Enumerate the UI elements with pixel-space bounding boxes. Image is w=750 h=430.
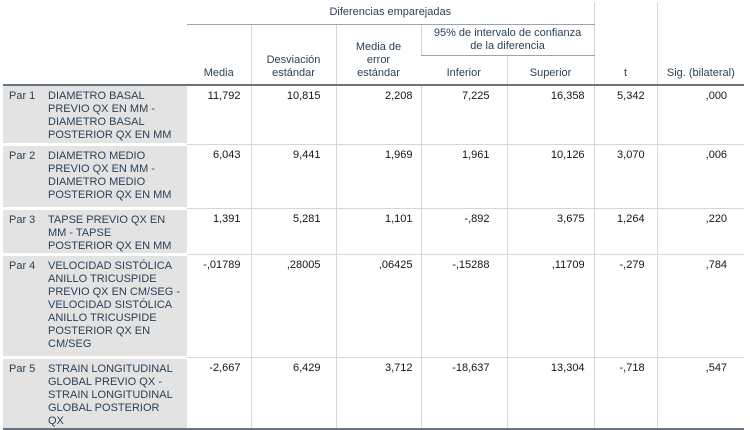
value-sig: ,784 — [656, 254, 745, 358]
value-t: -,279 — [593, 254, 658, 358]
pair-description: STRAIN LONGITUDINAL GLOBAL PREVIO QX - S… — [40, 357, 187, 430]
value-desviacion: 9,441 — [250, 144, 336, 209]
col-header-media: Media — [187, 24, 251, 86]
value-superior: 10,126 — [506, 144, 595, 209]
table-row-par-1: Par 1 DIAMETRO BASAL PREVIO QX EN MM - D… — [3, 85, 745, 146]
value-t: 5,342 — [593, 85, 658, 145]
group-header-diferencias-emparejadas: Diferencias emparejadas — [187, 2, 595, 25]
pair-description: TAPSE PREVIO QX EN MM - TAPSE POSTERIOR … — [40, 208, 187, 256]
col-header-t: t — [593, 24, 658, 86]
value-t: 1,264 — [593, 208, 658, 255]
sig-column-header-spacer — [656, 2, 745, 24]
value-superior: 3,675 — [506, 208, 595, 255]
value-sig: ,000 — [656, 85, 745, 145]
value-error-estandar: 1,101 — [335, 208, 421, 255]
pair-description: VELOCIDAD SISTÓLICA ANILLO TRICUSPIDE PR… — [40, 254, 187, 359]
value-desviacion: 5,281 — [250, 208, 336, 255]
pair-label: Par 2 — [3, 144, 40, 210]
header-row-ci-bounds: Inferior Superior — [3, 55, 744, 86]
value-inferior: -,892 — [420, 208, 507, 255]
pair-label: Par 5 — [3, 357, 40, 430]
header-row-group: Diferencias emparejadas — [3, 2, 745, 86]
pair-label: Par 4 — [3, 254, 40, 359]
value-inferior: 7,225 — [420, 85, 507, 145]
ci-group-header: 95% de intervalo de confianza de la dife… — [420, 24, 595, 56]
col-header-sig-bilateral: Sig. (bilateral) — [656, 24, 745, 86]
value-desviacion: ,28005 — [250, 254, 336, 358]
value-superior: 16,358 — [506, 85, 595, 145]
pair-label: Par 3 — [3, 208, 40, 256]
value-superior: ,11709 — [506, 254, 595, 358]
col-header-media-error-estandar: Media de error estándar — [335, 24, 421, 86]
value-media: -,01789 — [187, 254, 251, 358]
value-inferior: 1,961 — [420, 144, 507, 209]
value-media: 11,792 — [187, 85, 251, 145]
value-desviacion: 10,815 — [250, 85, 336, 145]
t-column-header-spacer — [593, 2, 658, 24]
value-media: 1,391 — [187, 208, 251, 255]
header-corner-blank — [3, 2, 187, 86]
value-media: -2,667 — [187, 357, 251, 430]
col-header-desviacion-estandar: Desviación estándar — [250, 24, 336, 86]
value-error-estandar: 1,969 — [335, 144, 421, 209]
value-sig: ,006 — [656, 144, 745, 209]
value-sig: ,547 — [656, 357, 745, 430]
col-header-inferior: Inferior — [421, 55, 507, 86]
col-header-superior: Superior — [506, 55, 595, 86]
value-error-estandar: 3,712 — [335, 357, 421, 430]
value-sig: ,220 — [656, 208, 745, 255]
table-row-par-5: Par 5 STRAIN LONGITUDINAL GLOBAL PREVIO … — [3, 357, 745, 430]
value-media: 6,043 — [187, 144, 251, 209]
pair-label: Par 1 — [3, 85, 40, 146]
table-row-par-4: Par 4 VELOCIDAD SISTÓLICA ANILLO TRICUSP… — [3, 254, 745, 359]
value-error-estandar: ,06425 — [335, 254, 421, 358]
value-inferior: -,15288 — [420, 254, 507, 358]
value-t: 3,070 — [593, 144, 658, 209]
pair-description: DIAMETRO MEDIO PREVIO QX EN MM - DIAMETR… — [40, 144, 187, 210]
pair-description: DIAMETRO BASAL PREVIO QX EN MM - DIAMETR… — [40, 85, 187, 146]
value-error-estandar: 2,208 — [335, 85, 421, 145]
table-row-par-2: Par 2 DIAMETRO MEDIO PREVIO QX EN MM - D… — [3, 144, 745, 210]
value-t: -,718 — [593, 357, 658, 430]
paired-samples-test-table: Diferencias emparejadas Media Desviación… — [3, 2, 745, 430]
value-desviacion: 6,429 — [250, 357, 336, 430]
value-superior: 13,304 — [506, 357, 595, 430]
value-inferior: -18,637 — [420, 357, 507, 430]
table-row-par-3: Par 3 TAPSE PREVIO QX EN MM - TAPSE POST… — [3, 208, 745, 256]
header-row-ci: Media Desviación estándar Media de error… — [3, 24, 745, 86]
